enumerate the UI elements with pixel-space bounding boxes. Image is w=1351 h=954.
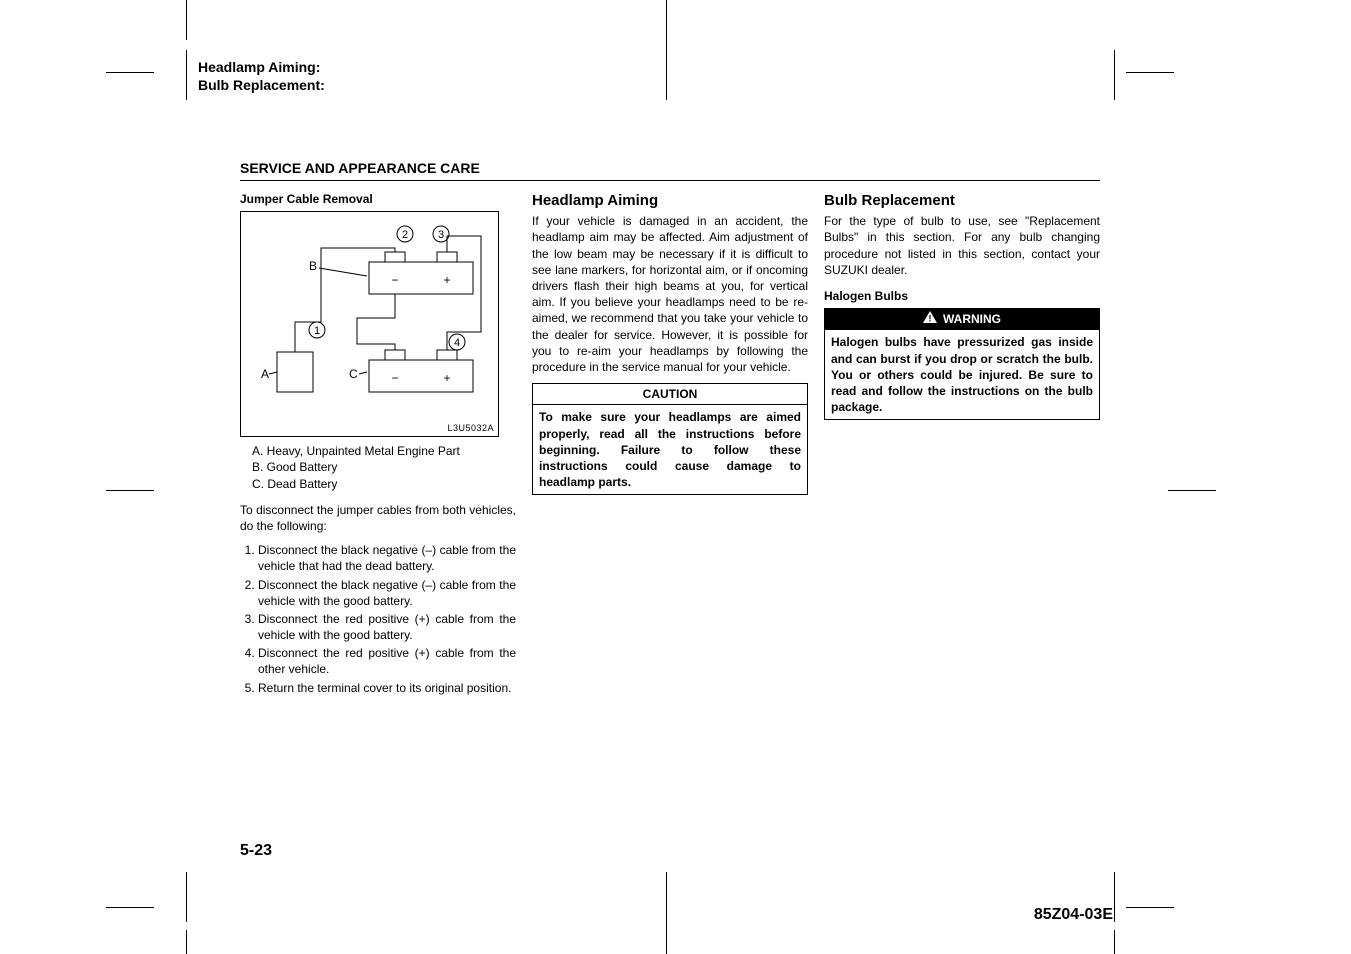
header-tag-2: Bulb Replacement: (198, 76, 325, 94)
legend-b: B. Good Battery (240, 459, 516, 475)
step-3: Disconnect the red positive (+) cable fr… (258, 611, 516, 643)
column-1: Jumper Cable Removal − + − + (240, 191, 516, 698)
jumper-diagram-svg: − + − + (241, 212, 498, 436)
step-1: Disconnect the black negative (–) cable … (258, 542, 516, 574)
svg-text:4: 4 (454, 337, 460, 349)
column-3: Bulb Replacement For the type of bulb to… (824, 191, 1100, 698)
svg-text:−: − (391, 371, 398, 385)
bulb-heading: Bulb Replacement (824, 191, 1100, 211)
svg-text:C: C (349, 367, 358, 381)
warning-body: Halogen bulbs have pressurized gas insid… (825, 330, 1099, 419)
jumper-intro: To disconnect the jumper cables from bot… (240, 502, 516, 534)
step-5: Return the terminal cover to its origina… (258, 680, 516, 696)
caution-box: CAUTION To make sure your headlamps are … (532, 383, 808, 495)
headlamp-heading: Headlamp Aiming (532, 191, 808, 211)
svg-text:!: ! (929, 314, 932, 324)
svg-text:B: B (309, 259, 317, 273)
jumper-diagram: − + − + (240, 211, 499, 437)
columns: Jumper Cable Removal − + − + (240, 191, 1100, 698)
caution-title: CAUTION (533, 384, 807, 405)
caution-body: To make sure your headlamps are aimed pr… (533, 405, 807, 494)
jumper-steps: Disconnect the black negative (–) cable … (240, 542, 516, 696)
svg-text:+: + (443, 371, 450, 385)
step-4: Disconnect the red positive (+) cable fr… (258, 645, 516, 677)
doc-code: 85Z04-03E (1034, 906, 1113, 924)
legend-c: C. Dead Battery (240, 476, 516, 492)
warning-icon: ! (923, 311, 937, 327)
section-rule (240, 180, 1100, 181)
svg-text:+: + (443, 273, 450, 287)
svg-text:3: 3 (438, 229, 444, 241)
diagram-legend: A. Heavy, Unpainted Metal Engine Part B.… (240, 443, 516, 492)
svg-text:A: A (261, 367, 269, 381)
halogen-subhead: Halogen Bulbs (824, 288, 1100, 304)
diagram-code: L3U5032A (447, 422, 494, 434)
warning-title-bar: ! WARNING (825, 309, 1099, 330)
bulb-body: For the type of bulb to use, see "Replac… (824, 213, 1100, 278)
page-body: SERVICE AND APPEARANCE CARE Jumper Cable… (240, 160, 1100, 698)
svg-text:2: 2 (402, 229, 408, 241)
section-title: SERVICE AND APPEARANCE CARE (240, 160, 1100, 176)
headlamp-body: If your vehicle is damaged in an acciden… (532, 213, 808, 375)
step-2: Disconnect the black negative (–) cable … (258, 577, 516, 609)
jumper-subhead: Jumper Cable Removal (240, 191, 516, 207)
svg-text:1: 1 (314, 325, 320, 337)
header-tag-1: Headlamp Aiming: (198, 58, 325, 76)
svg-text:−: − (391, 273, 398, 287)
column-2: Headlamp Aiming If your vehicle is damag… (532, 191, 808, 698)
warning-box: ! WARNING Halogen bulbs have pressurized… (824, 308, 1100, 420)
header-tags: Headlamp Aiming: Bulb Replacement: (198, 58, 325, 94)
warning-title: WARNING (943, 311, 1001, 327)
page-number: 5-23 (240, 842, 272, 860)
legend-a: A. Heavy, Unpainted Metal Engine Part (240, 443, 516, 459)
